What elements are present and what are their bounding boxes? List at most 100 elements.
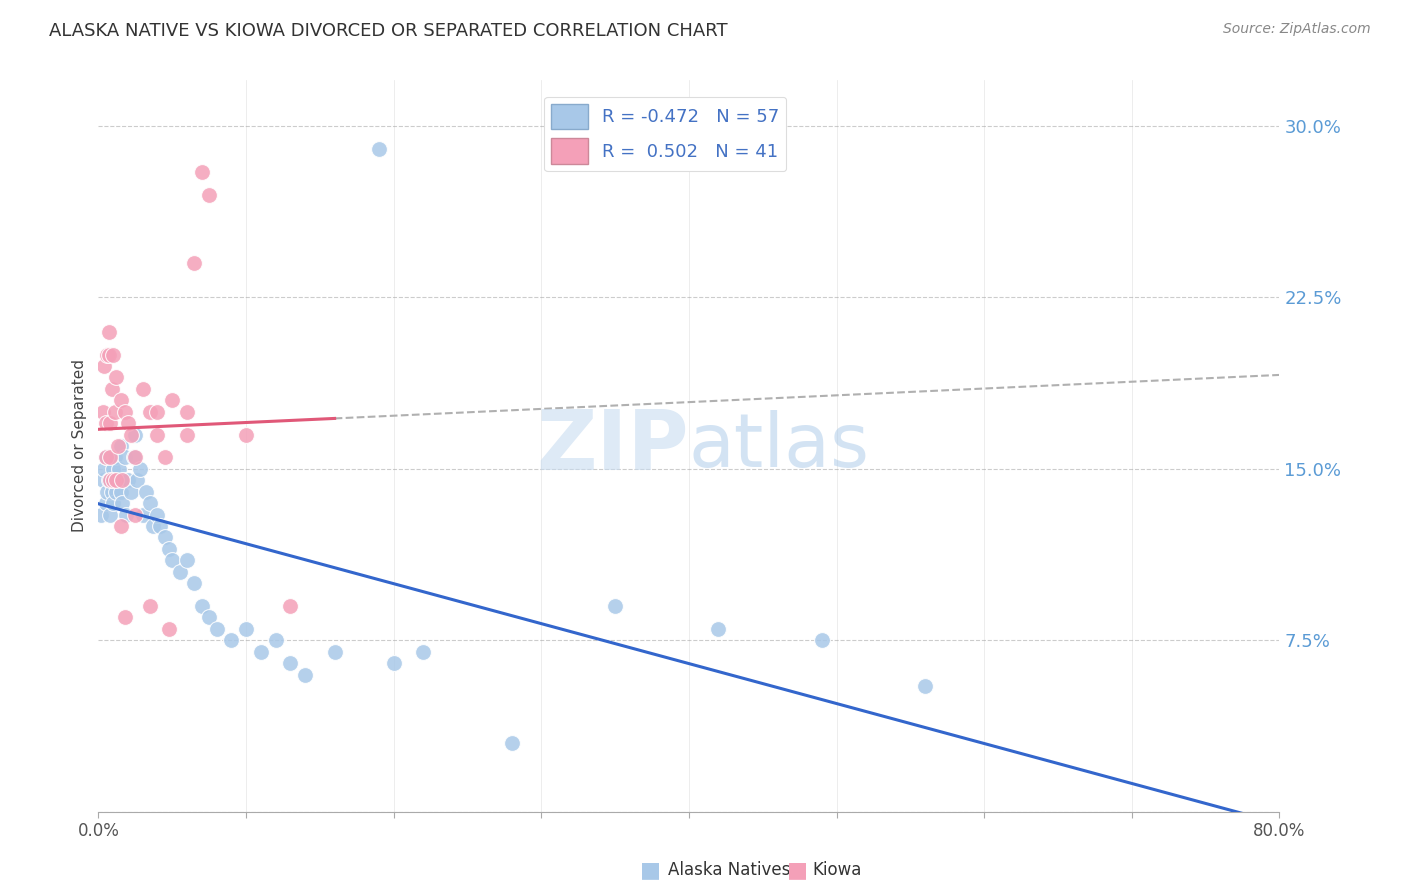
Point [205,622,228,636]
Point [94,496,117,510]
Point [90,508,112,522]
Point [110,484,132,499]
Text: ZIP: ZIP [537,406,689,486]
Point [146,427,169,442]
Text: ■: ■ [640,860,661,880]
Point [135,484,157,499]
Point [100,484,122,499]
Text: ALASKA NATIVE VS KIOWA DIVORCED OR SEPARATED CORRELATION CHART: ALASKA NATIVE VS KIOWA DIVORCED OR SEPAR… [49,22,728,40]
Point [111,496,134,510]
Point [162,393,183,408]
Point [153,450,176,465]
Point [103,347,125,362]
Point [91,405,114,419]
Point [114,450,136,465]
Point [110,439,132,453]
Point [157,622,180,636]
Point [105,484,128,499]
Point [114,610,136,624]
Point [98,473,121,487]
Point [93,462,115,476]
Point [104,450,127,465]
Point [125,473,148,487]
Point [278,599,302,613]
Legend: R = -0.472   N = 57, R =  0.502   N = 41: R = -0.472 N = 57, R = 0.502 N = 41 [544,96,786,171]
Point [250,645,273,659]
Point [198,187,221,202]
Point [605,599,627,613]
Point [111,473,134,487]
Point [139,599,162,613]
Point [120,484,142,499]
Point [153,530,176,544]
Point [117,416,139,430]
Point [128,462,150,476]
Point [124,508,146,522]
Point [149,519,172,533]
Point [98,450,121,465]
Point [198,610,221,624]
Point [810,633,832,648]
Point [97,473,120,487]
Point [368,142,391,156]
Point [100,382,122,396]
Point [169,565,191,579]
Point [412,645,434,659]
Point [124,450,146,465]
Point [191,599,214,613]
Point [235,427,257,442]
Point [120,427,142,442]
Point [94,450,117,465]
Point [183,576,205,591]
Point [91,473,114,487]
Point [176,553,198,567]
Point [278,656,302,670]
Point [98,508,121,522]
Point [139,496,162,510]
Point [97,325,120,339]
Point [107,473,129,487]
Point [97,347,120,362]
Point [98,416,121,430]
Point [176,405,198,419]
Point [501,736,523,750]
Point [323,645,346,659]
Point [103,462,125,476]
Text: atlas: atlas [689,409,870,483]
Point [382,656,405,670]
Point [142,519,165,533]
Point [94,450,117,465]
Text: Kiowa: Kiowa [813,861,862,879]
Point [122,450,145,465]
Point [117,473,139,487]
Point [914,679,936,693]
Point [107,439,129,453]
Point [235,622,257,636]
Text: Alaska Natives: Alaska Natives [668,861,790,879]
Point [132,382,155,396]
Point [132,508,155,522]
Point [162,553,183,567]
Point [94,416,117,430]
Point [110,519,132,533]
Point [105,370,128,384]
Point [103,473,125,487]
Point [176,427,198,442]
Point [114,405,136,419]
Point [294,667,316,681]
Point [146,508,169,522]
Point [105,473,128,487]
Point [707,622,730,636]
Point [264,633,287,648]
Point [219,633,242,648]
Point [103,496,125,510]
Point [93,359,115,373]
Point [104,405,127,419]
Text: ■: ■ [787,860,808,880]
Point [191,164,214,178]
Point [96,484,118,499]
Point [146,405,169,419]
Point [115,508,138,522]
Point [157,541,180,556]
Text: Source: ZipAtlas.com: Source: ZipAtlas.com [1223,22,1371,37]
